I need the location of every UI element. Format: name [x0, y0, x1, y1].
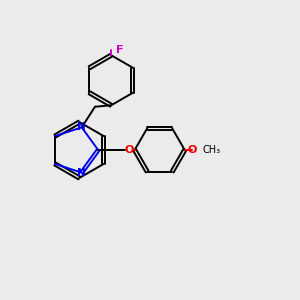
Text: CH₃: CH₃	[203, 145, 221, 155]
Text: N: N	[77, 168, 86, 178]
Text: N: N	[77, 122, 86, 132]
Text: F: F	[116, 45, 123, 55]
Text: O: O	[124, 145, 134, 155]
Text: O: O	[188, 145, 197, 155]
